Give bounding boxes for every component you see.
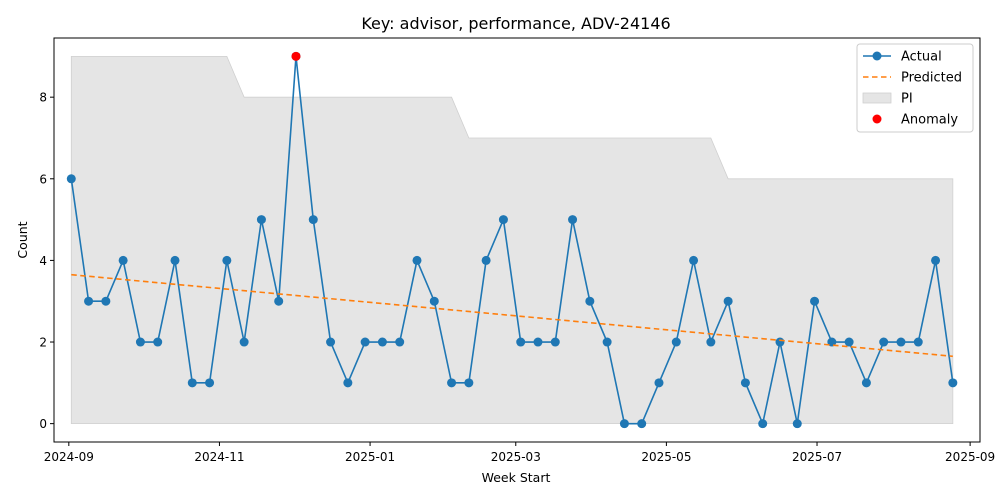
actual-point <box>516 337 526 347</box>
actual-point <box>101 296 111 306</box>
chart-title: Key: advisor, performance, ADV-24146 <box>361 14 670 33</box>
legend-anomaly-dot-icon <box>872 114 882 124</box>
actual-point <box>326 337 336 347</box>
actual-point <box>170 255 180 265</box>
actual-point <box>844 337 854 347</box>
actual-point <box>377 337 387 347</box>
x-tick-label: 2024-09 <box>44 450 94 464</box>
actual-point <box>689 255 699 265</box>
actual-point <box>187 378 197 388</box>
y-tick-label: 6 <box>39 172 47 186</box>
actual-point <box>308 215 318 225</box>
actual-point <box>447 378 457 388</box>
actual-point <box>879 337 889 347</box>
x-tick-label: 2025-01 <box>345 450 395 464</box>
actual-point <box>861 378 871 388</box>
actual-point <box>412 255 422 265</box>
actual-point <box>706 337 716 347</box>
y-tick-label: 8 <box>39 91 47 105</box>
y-tick-label: 0 <box>39 417 47 431</box>
actual-point <box>481 255 491 265</box>
actual-point <box>602 337 612 347</box>
actual-point <box>775 337 785 347</box>
actual-point <box>256 215 266 225</box>
legend-label: Anomaly <box>901 113 958 128</box>
legend-entry-pi: PI <box>862 92 913 107</box>
x-tick-label: 2025-09 <box>945 450 995 464</box>
legend-entry-predicted: Predicted <box>863 71 962 86</box>
legend-label: Actual <box>901 50 942 65</box>
x-tick-label: 2025-05 <box>641 450 691 464</box>
anomaly-point <box>291 51 301 61</box>
legend-entry-actual: Actual <box>863 50 942 65</box>
actual-point <box>533 337 543 347</box>
prediction-interval-band <box>70 55 954 425</box>
actual-point <box>654 378 664 388</box>
plot-frame <box>53 37 981 443</box>
actual-point <box>637 419 647 429</box>
actual-point <box>84 296 94 306</box>
actual-point <box>464 378 474 388</box>
plot-area: 0 2 4 6 8 2024-09 2024-11 2025-01 2025-03 2025-05… <box>39 37 995 464</box>
actual-point <box>810 296 820 306</box>
actual-point <box>585 296 595 306</box>
actual-point <box>222 255 232 265</box>
actual-point <box>723 296 733 306</box>
actual-point <box>66 174 76 184</box>
legend-entry-anomaly: Anomaly <box>872 113 958 128</box>
legend-label: Predicted <box>901 71 962 86</box>
legend: Actual Predicted PI Anomaly <box>856 43 974 133</box>
legend-box <box>856 43 974 133</box>
actual-point <box>274 296 284 306</box>
actual-point <box>913 337 923 347</box>
actual-point <box>205 378 215 388</box>
predicted-trend-line <box>71 273 953 358</box>
actual-point <box>948 378 958 388</box>
legend-label: PI <box>901 92 913 107</box>
actual-point <box>429 296 439 306</box>
actual-point <box>568 215 578 225</box>
actual-point <box>792 419 802 429</box>
actual-point <box>135 337 145 347</box>
actual-point <box>550 337 560 347</box>
actual-point <box>498 215 508 225</box>
actual-point <box>118 255 128 265</box>
actual-point <box>360 337 370 347</box>
legend-actual-marker-icon <box>872 51 882 61</box>
actual-point <box>239 337 249 347</box>
y-tick-label: 4 <box>39 254 47 268</box>
x-tick-label: 2024-11 <box>194 450 244 464</box>
legend-pi-patch-icon <box>862 92 892 104</box>
actual-point <box>758 419 768 429</box>
x-tick-label: 2025-03 <box>491 450 541 464</box>
actual-point <box>931 255 941 265</box>
x-axis-label: Week Start <box>482 470 551 485</box>
actual-point <box>153 337 163 347</box>
actual-point <box>671 337 681 347</box>
actual-point <box>395 337 405 347</box>
actual-series-line <box>70 56 954 427</box>
y-axis-label: Count <box>15 221 30 258</box>
actual-point <box>619 419 629 429</box>
y-tick-label: 2 <box>39 336 47 350</box>
actual-point <box>343 378 353 388</box>
x-tick-label: 2025-07 <box>792 450 842 464</box>
actual-point <box>896 337 906 347</box>
actual-point <box>740 378 750 388</box>
